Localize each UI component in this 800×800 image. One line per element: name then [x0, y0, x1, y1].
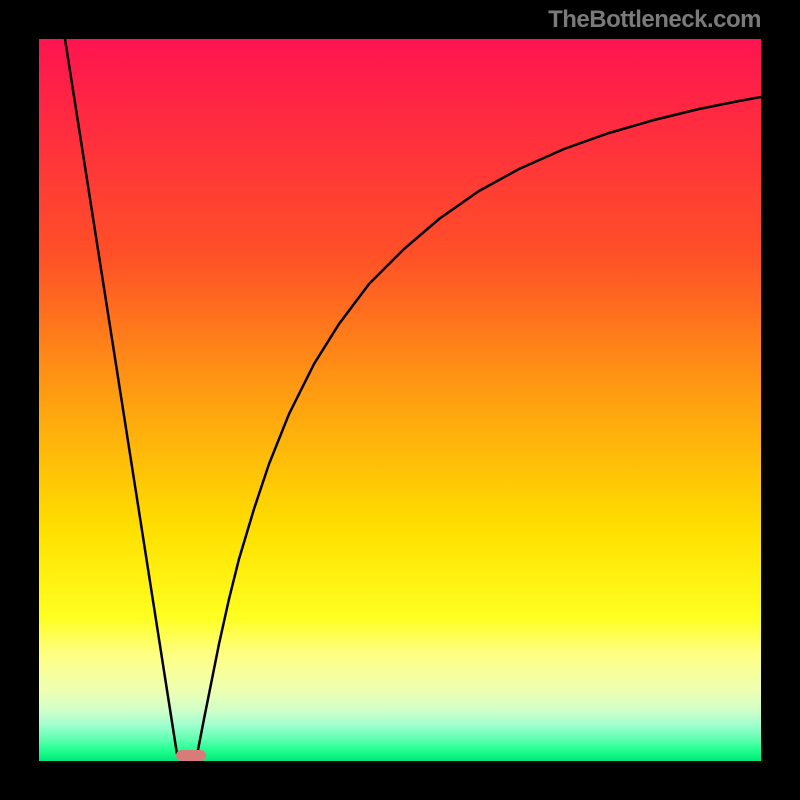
plot-area [39, 39, 761, 761]
ascending-curve [197, 97, 761, 755]
chart-frame: TheBottleneck.com [0, 0, 800, 800]
curve-layer [39, 39, 761, 761]
optimum-marker [176, 750, 206, 761]
descending-line [65, 39, 177, 754]
watermark-text: TheBottleneck.com [548, 6, 761, 34]
